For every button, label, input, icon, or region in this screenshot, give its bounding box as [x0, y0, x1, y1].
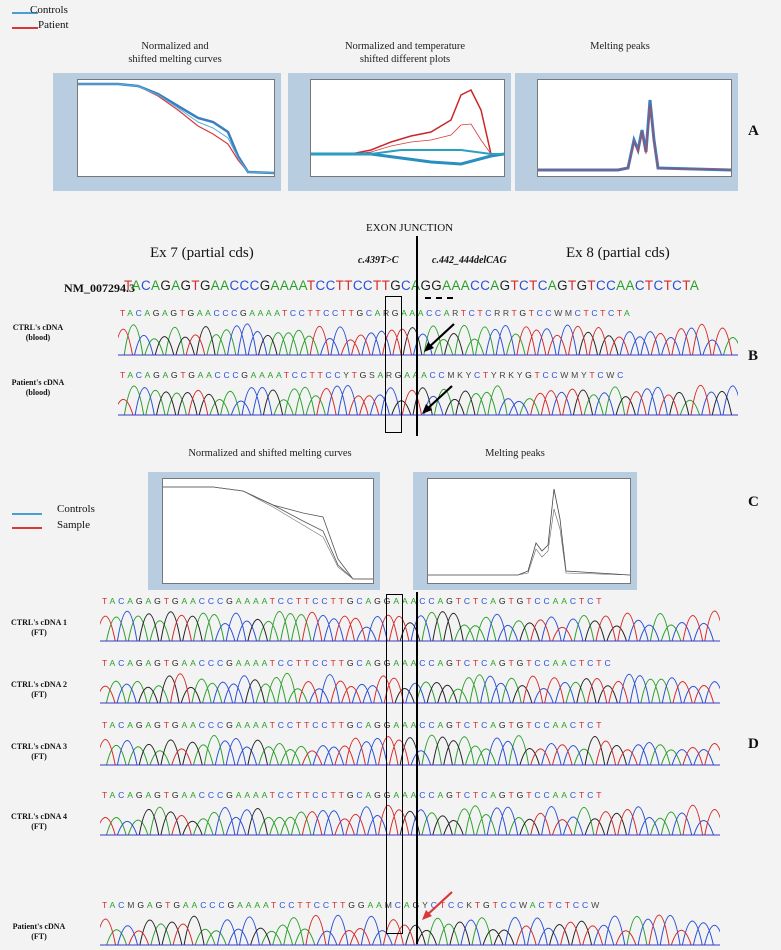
panel-b-label: B	[748, 348, 759, 364]
trace-a	[100, 672, 720, 704]
deletion-dash	[425, 297, 453, 299]
legend-sample-label-c: Sample	[57, 519, 90, 531]
mutation-box-b	[385, 296, 402, 433]
trace-a	[100, 611, 720, 642]
panel-c-title-1: Normalized and shifted melting curves	[188, 448, 352, 459]
panel-a-title-2: Normalized and temperature shifted diffe…	[344, 41, 466, 65]
patient-blood-label: Patient's cDNA (blood)	[11, 378, 65, 397]
ft-row-trace	[100, 804, 720, 836]
ex8-label: Ex 8 (partial cds)	[566, 245, 670, 261]
panel-a-plot-3	[515, 73, 738, 191]
ft-row-label: CTRL's cDNA 3 (FT)	[10, 742, 67, 761]
arrow-patient-blood	[422, 385, 453, 414]
trace-g	[100, 735, 720, 766]
c-melting-curves-chart	[163, 486, 373, 580]
trace-g	[100, 808, 720, 836]
ex7-label: Ex 7 (partial cds)	[150, 245, 254, 261]
panel-c-label: C	[748, 494, 759, 510]
trace-c	[100, 806, 720, 836]
legend-patient-label: Patient	[38, 19, 69, 31]
melting-peaks-chart	[538, 99, 731, 172]
ft-row-label: CTRL's cDNA 4 (FT)	[10, 812, 67, 831]
exon-junction-line-b	[416, 236, 418, 436]
ft-row-trace	[100, 914, 720, 946]
mutation-1-label: c.439T>C	[358, 255, 399, 266]
legend-patient-line	[12, 27, 38, 29]
mutation-box-d	[386, 594, 403, 934]
panel-c-plot-2	[413, 472, 637, 590]
panel-a-plot-1	[53, 73, 281, 191]
trace-a	[100, 805, 720, 836]
legend-controls-line-c	[12, 513, 42, 515]
legend-controls-label: Controls	[30, 4, 68, 16]
ft-row-trace	[100, 672, 720, 704]
ctrl-blood-trace	[118, 323, 738, 356]
mutation-2-label: c.442_444delCAG	[432, 255, 507, 266]
ctrl-blood-sequence: TACAGAGTGAACCCGAAAATCCTTCCTTGCARGAAACCAR…	[120, 308, 633, 318]
trace-t	[100, 914, 720, 946]
panel-a-title-1: Normalized and shifted melting curves	[128, 41, 222, 65]
patient-blood-trace	[118, 384, 738, 416]
ft-row-trace	[100, 610, 720, 642]
ctrl-blood-label: CTRL's cDNA (blood)	[12, 323, 64, 342]
ft-row-sequence: TACMGAGTGAACCCGAAAATCCTTCCTTGGAAMCAGYCTC…	[102, 900, 603, 910]
exon-junction-label: EXON JUNCTION	[366, 222, 454, 234]
accession-label: NM_007294.3	[64, 281, 135, 295]
panel-a-label: A	[748, 123, 759, 139]
reference-sequence: TACAGAGTGAACCCGAAAATCCTTCCTTGCAGGAAACCAG…	[124, 278, 700, 293]
c-melting-peaks-chart	[428, 488, 630, 576]
legend-sample-line-c	[12, 527, 42, 529]
trace-a	[118, 385, 738, 416]
ft-row-sequence: TACAGAGTGAACCCGAAAATCCTTCCTTGCAGGAAACCAG…	[102, 790, 605, 800]
panel-c-title-2: Melting peaks	[485, 448, 545, 459]
arrow-ctrl-blood	[424, 323, 455, 352]
panel-c-plot-1	[148, 472, 380, 590]
ft-row-label: CTRL's cDNA 1 (FT)	[10, 618, 67, 637]
trace-t	[100, 610, 720, 642]
arrow-patient-ft	[422, 891, 453, 920]
panel-a-plot-2	[288, 73, 511, 191]
panel-a-title-3: Melting peaks	[590, 41, 650, 52]
patient-blood-sequence: TACAGAGTGAACCCGAAAATCCTTCCYTGSARGAAACCMK…	[120, 370, 626, 380]
ft-row-sequence: TACAGAGTGAACCCGAAAATCCTTCCTTGCAGGAAACCAG…	[102, 658, 614, 668]
trace-t	[118, 323, 738, 356]
trace-g	[100, 915, 720, 946]
ft-row-label: CTRL's cDNA 2 (FT)	[10, 680, 67, 699]
trace-g	[100, 611, 720, 642]
exon-junction-line-d	[416, 592, 418, 944]
difference-plot-chart	[311, 88, 504, 166]
trace-c	[100, 737, 720, 766]
ft-row-label: Patient's cDNA (FT)	[12, 922, 66, 941]
legend-controls-label-c: Controls	[57, 503, 95, 515]
trace-t	[100, 736, 720, 766]
panel-d-label: D	[748, 736, 759, 752]
trace-t	[100, 804, 720, 836]
melting-curves-chart	[78, 82, 274, 175]
ft-row-sequence: TACAGAGTGAACCCGAAAATCCTTCCTTGCAGGAAACCAG…	[102, 720, 605, 730]
ft-row-trace	[100, 734, 720, 766]
trace-c	[100, 914, 720, 946]
legend-controls-line	[12, 12, 38, 14]
ft-row-sequence: TACAGAGTGAACCCGAAAATCCTTCCTTGCAGGAAACCAG…	[102, 596, 605, 606]
